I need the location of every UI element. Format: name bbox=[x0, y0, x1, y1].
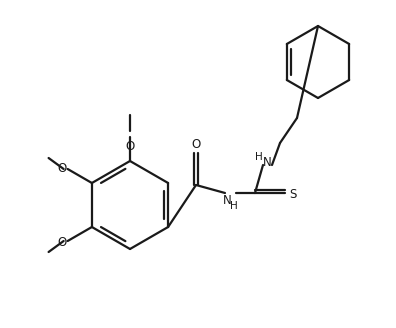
Text: O: O bbox=[126, 140, 135, 154]
Text: N: N bbox=[263, 155, 271, 169]
Text: N: N bbox=[223, 194, 231, 207]
Text: O: O bbox=[57, 161, 66, 174]
Text: H: H bbox=[230, 201, 238, 211]
Text: O: O bbox=[57, 236, 66, 249]
Text: H: H bbox=[255, 152, 263, 162]
Text: S: S bbox=[289, 188, 297, 200]
Text: O: O bbox=[191, 138, 201, 152]
